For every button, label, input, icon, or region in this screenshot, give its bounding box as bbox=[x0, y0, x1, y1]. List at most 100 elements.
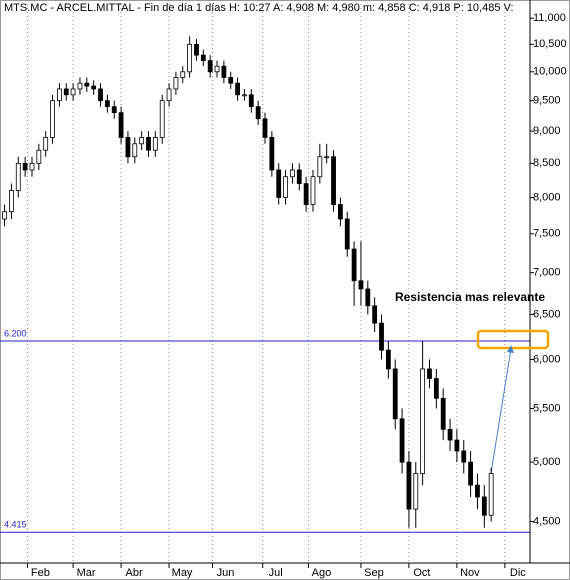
x-tick-label: Oct bbox=[413, 567, 430, 579]
x-tick-label: Nov bbox=[460, 567, 480, 579]
candle-body bbox=[372, 305, 378, 324]
candle-body bbox=[283, 176, 288, 198]
candle-body bbox=[77, 82, 83, 90]
reference-label: 4.415 bbox=[4, 520, 27, 530]
candle-body bbox=[392, 368, 398, 420]
candle-body bbox=[173, 77, 179, 90]
candle-body bbox=[468, 461, 474, 486]
candle-body bbox=[214, 65, 220, 73]
candle-body bbox=[63, 88, 69, 96]
candle-body bbox=[433, 378, 439, 399]
candle-body bbox=[379, 322, 384, 351]
candle-body bbox=[365, 288, 371, 307]
candle-body bbox=[29, 162, 35, 171]
candle-body bbox=[406, 461, 412, 510]
candle-body bbox=[290, 169, 295, 178]
y-tick-label: 9,500 bbox=[533, 95, 561, 107]
candle-body bbox=[84, 82, 90, 87]
y-tick-label: 5,500 bbox=[533, 402, 561, 414]
y-tick-label: 8,500 bbox=[533, 157, 561, 169]
x-tick-label: Jul bbox=[269, 567, 283, 579]
candle-body bbox=[146, 137, 151, 151]
candle-body bbox=[269, 137, 275, 171]
y-tick-label: 11,000 bbox=[533, 12, 566, 24]
candle-body bbox=[70, 88, 76, 96]
y-tick-label: 7,500 bbox=[533, 228, 561, 240]
y-tick-label: 10,500 bbox=[533, 38, 567, 50]
candle-body bbox=[194, 43, 199, 56]
y-tick-label: 10,000 bbox=[533, 66, 567, 78]
candle-body bbox=[351, 248, 357, 282]
x-tick-label: Jun bbox=[217, 567, 235, 579]
candle-body bbox=[440, 397, 446, 430]
candle-body bbox=[481, 496, 487, 516]
candle-body bbox=[324, 156, 330, 159]
candle-body bbox=[9, 190, 14, 213]
y-tick-label: 5,000 bbox=[533, 456, 561, 468]
candle-body bbox=[152, 137, 158, 151]
chart-title: MTS.MC - ARCEL.MITTAL - Fin de día 1 día… bbox=[4, 2, 514, 14]
y-tick-label: 8,000 bbox=[533, 191, 561, 203]
x-tick-label: Dic bbox=[510, 567, 526, 579]
candle-body bbox=[399, 418, 405, 463]
candle-body bbox=[303, 183, 309, 205]
reference-label: 6.200 bbox=[4, 328, 27, 338]
candle-body bbox=[187, 43, 193, 73]
candle-body bbox=[461, 450, 467, 463]
x-tick-label: May bbox=[172, 567, 193, 579]
candle-body bbox=[317, 156, 323, 178]
candle-body bbox=[91, 85, 97, 90]
x-tick-label: Feb bbox=[31, 567, 50, 579]
candle-body bbox=[43, 137, 49, 151]
candle-body bbox=[36, 149, 42, 164]
arrow bbox=[490, 348, 512, 474]
candle-body bbox=[242, 94, 247, 97]
candle-body bbox=[98, 88, 103, 102]
candle-body bbox=[132, 143, 138, 158]
candle-body bbox=[15, 162, 21, 191]
y-tick-label: 4,500 bbox=[533, 515, 561, 527]
candle-body bbox=[139, 137, 145, 145]
candle-body bbox=[385, 349, 391, 370]
candle-body bbox=[331, 156, 336, 205]
x-tick-label: Ago bbox=[312, 567, 332, 579]
candle-body bbox=[159, 100, 165, 138]
x-tick-label: Abr bbox=[126, 567, 143, 579]
candle-body bbox=[454, 439, 460, 452]
candle-body bbox=[310, 176, 316, 205]
y-tick-label: 6,500 bbox=[533, 308, 561, 320]
candle-body bbox=[104, 100, 110, 108]
x-tick-label: Mar bbox=[77, 567, 96, 579]
candle-body bbox=[337, 204, 343, 220]
candle-body bbox=[2, 211, 7, 220]
candle-body bbox=[180, 71, 186, 78]
candle-body bbox=[262, 118, 268, 138]
candle-body bbox=[228, 77, 234, 84]
x-tick-label: Sep bbox=[364, 567, 384, 579]
candle-body bbox=[248, 94, 254, 108]
candle-body bbox=[427, 368, 432, 379]
candle-body bbox=[166, 88, 172, 102]
candle-body bbox=[413, 473, 419, 510]
candle-body bbox=[276, 169, 282, 198]
candle-body bbox=[22, 162, 28, 171]
candle-body bbox=[50, 100, 55, 138]
candle-body bbox=[296, 169, 302, 184]
candle-body bbox=[207, 60, 213, 73]
candle-body bbox=[111, 106, 117, 114]
candle-body bbox=[475, 484, 480, 498]
highlight-box bbox=[476, 329, 550, 350]
candle-body bbox=[221, 65, 227, 78]
y-tick-label: 7,000 bbox=[533, 267, 561, 279]
candle-body bbox=[420, 368, 426, 474]
candle-body bbox=[125, 137, 131, 158]
candle-body bbox=[235, 82, 240, 96]
candle-body bbox=[118, 112, 124, 138]
candle-body bbox=[56, 88, 62, 102]
arrow-head bbox=[507, 345, 514, 353]
candle-body bbox=[344, 218, 350, 250]
candle-body bbox=[200, 54, 206, 62]
candle-body bbox=[488, 473, 494, 516]
